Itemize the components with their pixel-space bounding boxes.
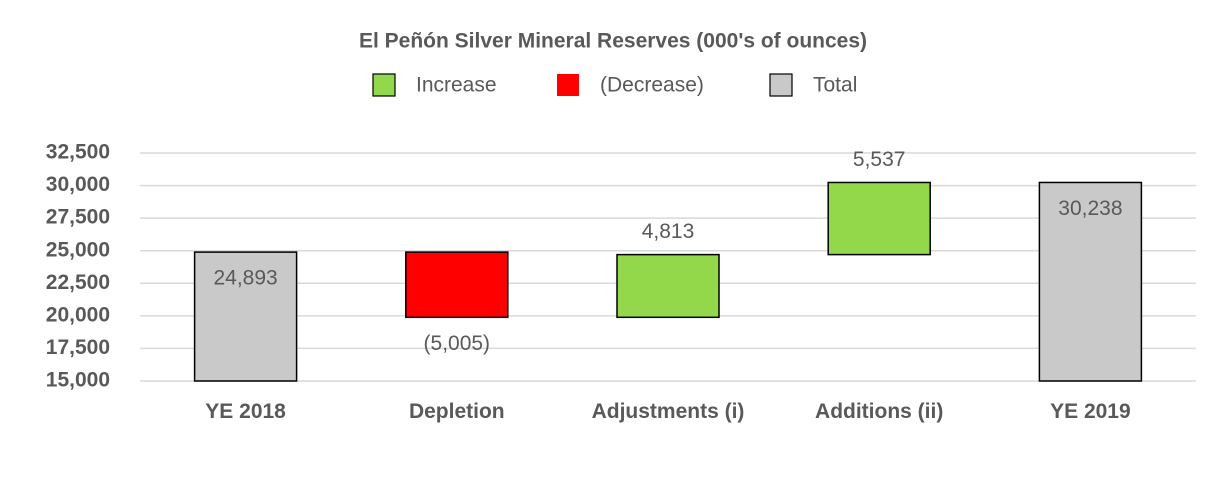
y-tick-label: 17,500	[46, 336, 110, 359]
data-label: 30,238	[1058, 197, 1122, 220]
x-tick-label: Adjustments (i)	[591, 400, 745, 423]
chart-title: El Peñón Silver Mineral Reserves (000's …	[359, 30, 867, 53]
legend-label: (Decrease)	[600, 74, 704, 97]
y-tick-label: 32,500	[46, 141, 110, 164]
y-tick-label: 15,000	[46, 369, 110, 392]
x-tick-label: YE 2019	[1050, 400, 1131, 423]
data-label: 5,537	[853, 148, 906, 171]
x-tick-label: Additions (ii)	[815, 400, 944, 423]
y-tick-label: 30,000	[46, 173, 110, 196]
legend-swatch	[372, 73, 396, 97]
bar	[827, 181, 931, 256]
y-tick-label: 20,000	[46, 303, 110, 326]
bar	[193, 251, 298, 382]
legend-swatch	[557, 74, 579, 96]
y-tick-label: 22,500	[46, 271, 110, 294]
legend-swatch	[769, 73, 793, 97]
legend-label: Increase	[416, 74, 497, 97]
data-label: (5,005)	[424, 332, 491, 355]
data-label: 24,893	[213, 267, 277, 290]
y-tick-label: 27,500	[46, 206, 110, 229]
x-tick-label: YE 2018	[205, 400, 286, 423]
x-tick-label: Depletion	[408, 400, 505, 423]
bar	[405, 251, 509, 319]
bar	[1038, 181, 1143, 382]
bar	[616, 253, 720, 319]
y-tick-label: 25,000	[46, 238, 110, 261]
data-label: 4,813	[642, 220, 695, 243]
legend-label: Total	[813, 74, 857, 97]
